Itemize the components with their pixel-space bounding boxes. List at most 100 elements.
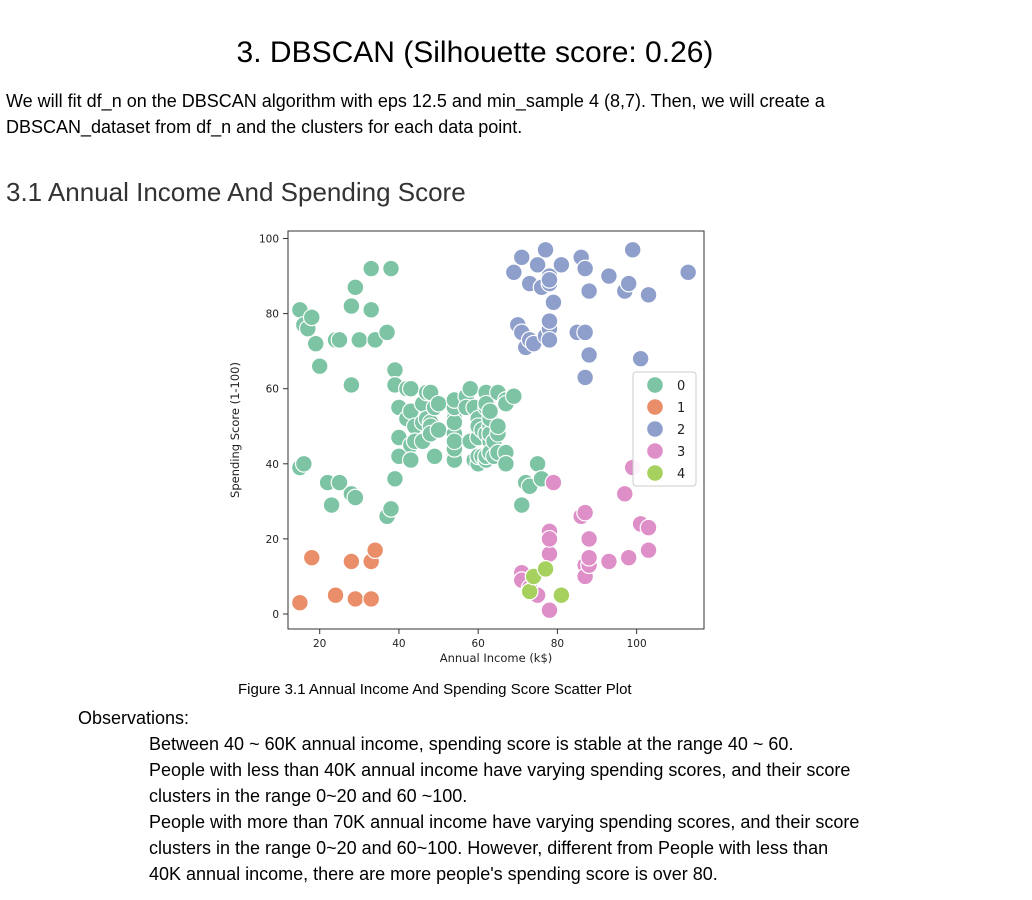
y-tick-label: 80 bbox=[266, 309, 279, 321]
point-cluster-3 bbox=[540, 529, 559, 548]
point-cluster-0 bbox=[461, 379, 480, 398]
point-cluster-2 bbox=[623, 240, 642, 259]
y-axis-label: Spending Score (1-100) bbox=[228, 362, 242, 498]
point-cluster-0 bbox=[528, 454, 547, 473]
point-cluster-0 bbox=[382, 259, 400, 278]
point-cluster-0 bbox=[429, 421, 448, 439]
point-cluster-0 bbox=[481, 402, 499, 421]
observation-line: People with more than 70K annual income … bbox=[149, 812, 860, 832]
x-tick-label: 60 bbox=[471, 638, 484, 650]
point-cluster-3 bbox=[615, 484, 634, 503]
point-cluster-0 bbox=[310, 357, 329, 376]
point-cluster-0 bbox=[346, 278, 365, 297]
point-cluster-0 bbox=[382, 499, 400, 518]
point-cluster-4 bbox=[536, 560, 555, 578]
legend-marker bbox=[646, 442, 664, 460]
point-cluster-0 bbox=[386, 361, 404, 379]
point-cluster-2 bbox=[576, 259, 595, 278]
point-cluster-0 bbox=[342, 376, 361, 394]
point-cluster-1 bbox=[346, 590, 365, 608]
point-cluster-3 bbox=[540, 545, 559, 563]
point-cluster-2 bbox=[580, 346, 599, 364]
point-cluster-3 bbox=[576, 503, 595, 522]
point-cluster-0 bbox=[504, 387, 523, 406]
point-cluster-0 bbox=[497, 454, 515, 473]
point-cluster-2 bbox=[679, 263, 698, 282]
y-tick-label: 100 bbox=[259, 234, 279, 246]
point-cluster-0 bbox=[378, 323, 396, 342]
point-cluster-2 bbox=[540, 312, 559, 331]
observation-line: People with less than 40K annual income … bbox=[149, 760, 851, 780]
point-cluster-1 bbox=[326, 586, 345, 605]
figure-caption: Figure 3.1 Annual Income And Spending Sc… bbox=[238, 681, 632, 698]
point-cluster-2 bbox=[576, 323, 595, 342]
point-cluster-0 bbox=[429, 394, 448, 413]
point-cluster-2 bbox=[639, 285, 658, 304]
legend-marker bbox=[646, 398, 664, 416]
legend-marker bbox=[646, 464, 664, 482]
point-cluster-3 bbox=[580, 548, 599, 567]
point-cluster-2 bbox=[580, 282, 599, 300]
point-cluster-0 bbox=[306, 334, 325, 353]
point-cluster-2 bbox=[631, 349, 650, 368]
point-cluster-3 bbox=[619, 548, 638, 567]
point-cluster-3 bbox=[580, 529, 599, 548]
intro-paragraph: We will fit df_n on the DBSCAN algorithm… bbox=[6, 88, 1016, 140]
x-tick-label: 20 bbox=[313, 638, 326, 650]
intro-line: DBSCAN_dataset from df_n and the cluster… bbox=[6, 117, 523, 137]
legend-label: 2 bbox=[677, 423, 685, 438]
point-cluster-2 bbox=[619, 274, 638, 293]
point-cluster-0 bbox=[489, 417, 507, 436]
observation-line: 40K annual income, there are more people… bbox=[149, 864, 718, 884]
page-title: 3. DBSCAN (Silhouette score: 0.26) bbox=[236, 36, 714, 69]
point-cluster-0 bbox=[386, 469, 404, 488]
x-tick-label: 80 bbox=[551, 638, 564, 650]
point-cluster-1 bbox=[290, 593, 309, 612]
point-cluster-3 bbox=[600, 552, 618, 571]
point-cluster-3 bbox=[639, 518, 658, 537]
point-cluster-0 bbox=[401, 379, 420, 398]
point-cluster-2 bbox=[536, 240, 555, 259]
point-cluster-4 bbox=[520, 582, 539, 601]
point-cluster-2 bbox=[504, 263, 523, 282]
point-cluster-2 bbox=[600, 267, 618, 285]
y-tick-label: 40 bbox=[266, 459, 279, 471]
point-cluster-0 bbox=[362, 300, 381, 319]
point-cluster-0 bbox=[342, 297, 361, 315]
legend-label: 1 bbox=[677, 401, 685, 416]
point-cluster-1 bbox=[366, 541, 385, 560]
point-cluster-0 bbox=[294, 454, 313, 473]
legend-label: 4 bbox=[677, 467, 685, 482]
point-cluster-3 bbox=[540, 601, 559, 620]
point-cluster-0 bbox=[445, 432, 464, 451]
observations-title: Observations: bbox=[78, 708, 190, 728]
point-cluster-0 bbox=[362, 259, 381, 278]
point-cluster-3 bbox=[544, 473, 563, 492]
point-cluster-2 bbox=[512, 248, 531, 267]
observation-line: clusters in the range 0~20 and 60~100. H… bbox=[149, 838, 829, 858]
point-cluster-2 bbox=[540, 330, 559, 349]
point-cluster-2 bbox=[552, 255, 571, 274]
legend-label: 3 bbox=[677, 445, 685, 460]
y-tick-label: 20 bbox=[266, 534, 279, 546]
point-cluster-0 bbox=[330, 473, 349, 492]
point-cluster-0 bbox=[330, 330, 349, 349]
y-tick-label: 0 bbox=[272, 609, 279, 621]
point-cluster-3 bbox=[639, 541, 658, 560]
point-cluster-0 bbox=[512, 496, 531, 514]
legend-marker bbox=[646, 376, 664, 394]
point-cluster-1 bbox=[302, 548, 321, 567]
point-cluster-0 bbox=[425, 447, 444, 466]
point-cluster-0 bbox=[401, 451, 420, 469]
point-cluster-2 bbox=[528, 255, 547, 274]
point-cluster-0 bbox=[346, 488, 365, 507]
point-cluster-1 bbox=[342, 552, 361, 571]
observation-line: Between 40 ~ 60K annual income, spending… bbox=[149, 734, 794, 754]
point-cluster-2 bbox=[576, 368, 595, 387]
legend-marker bbox=[646, 420, 664, 438]
point-cluster-2 bbox=[544, 293, 563, 312]
legend-label: 0 bbox=[677, 379, 685, 394]
point-cluster-0 bbox=[322, 496, 341, 514]
point-cluster-0 bbox=[350, 330, 369, 349]
point-cluster-0 bbox=[302, 308, 321, 327]
